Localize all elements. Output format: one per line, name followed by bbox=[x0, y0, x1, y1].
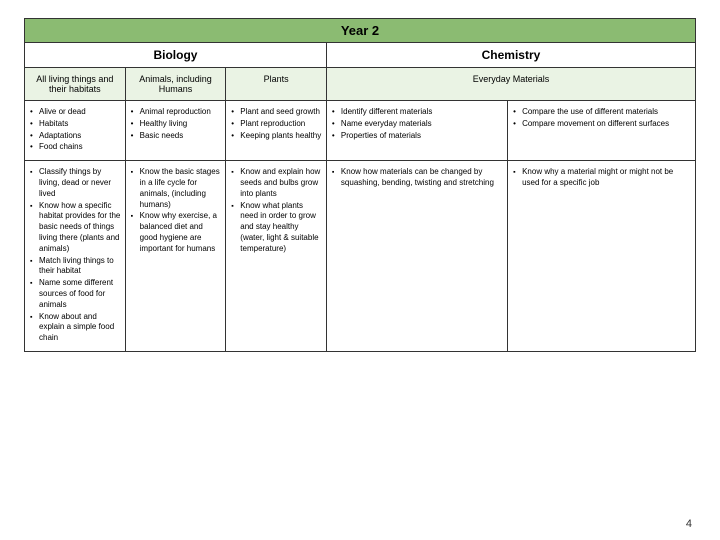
cell-r2c3: Know and explain how seeds and bulbs gro… bbox=[226, 161, 327, 352]
topic-animals: Animals, including Humans bbox=[125, 68, 226, 101]
list-item: Know about and explain a simple food cha… bbox=[27, 312, 121, 344]
cell-r1c2: Animal reproductionHealthy livingBasic n… bbox=[125, 101, 226, 161]
list-item: Know the basic stages in a life cycle fo… bbox=[128, 167, 222, 210]
cell-r1c3: Plant and seed growthPlant reproductionK… bbox=[226, 101, 327, 161]
list-item: Know how materials can be changed by squ… bbox=[329, 167, 503, 189]
year-title: Year 2 bbox=[25, 19, 696, 43]
topic-materials: Everyday Materials bbox=[326, 68, 695, 101]
cell-r1c1: Alive or deadHabitatsAdaptationsFood cha… bbox=[25, 101, 126, 161]
list-item: Identify different materials bbox=[329, 107, 503, 118]
subject-chemistry: Chemistry bbox=[326, 43, 695, 68]
list-item: Match living things to their habitat bbox=[27, 256, 121, 278]
cell-r2c2: Know the basic stages in a life cycle fo… bbox=[125, 161, 226, 352]
list-item: Know and explain how seeds and bulbs gro… bbox=[228, 167, 322, 199]
list-item: Know why exercise, a balanced diet and g… bbox=[128, 211, 222, 254]
cell-r1c4: Identify different materialsName everyda… bbox=[326, 101, 507, 161]
list-item: Classify things by living, dead or never… bbox=[27, 167, 121, 199]
list-item: Food chains bbox=[27, 142, 121, 153]
list-item: Properties of materials bbox=[329, 131, 503, 142]
list-item: Plant and seed growth bbox=[228, 107, 322, 118]
list-item: Keeping plants healthy bbox=[228, 131, 322, 142]
list-item: Compare movement on different surfaces bbox=[510, 119, 691, 130]
list-item: Compare the use of different materials bbox=[510, 107, 691, 118]
list-item: Basic needs bbox=[128, 131, 222, 142]
list-item: Animal reproduction bbox=[128, 107, 222, 118]
list-item: Habitats bbox=[27, 119, 121, 130]
subject-biology: Biology bbox=[25, 43, 327, 68]
list-item: Alive or dead bbox=[27, 107, 121, 118]
list-item: Plant reproduction bbox=[228, 119, 322, 130]
list-item: Know how a specific habitat provides for… bbox=[27, 201, 121, 255]
topic-plants: Plants bbox=[226, 68, 327, 101]
curriculum-table: Year 2 Biology Chemistry All living thin… bbox=[24, 18, 696, 352]
cell-r2c5: Know why a material might or might not b… bbox=[508, 161, 696, 352]
cell-r1c5: Compare the use of different materialsCo… bbox=[508, 101, 696, 161]
list-item: Name everyday materials bbox=[329, 119, 503, 130]
list-item: Name some different sources of food for … bbox=[27, 278, 121, 310]
cell-r2c1: Classify things by living, dead or never… bbox=[25, 161, 126, 352]
list-item: Healthy living bbox=[128, 119, 222, 130]
cell-r2c4: Know how materials can be changed by squ… bbox=[326, 161, 507, 352]
list-item: Know what plants need in order to grow a… bbox=[228, 201, 322, 255]
page-number: 4 bbox=[686, 518, 692, 530]
topic-habitats: All living things and their habitats bbox=[25, 68, 126, 101]
list-item: Adaptations bbox=[27, 131, 121, 142]
list-item: Know why a material might or might not b… bbox=[510, 167, 691, 189]
